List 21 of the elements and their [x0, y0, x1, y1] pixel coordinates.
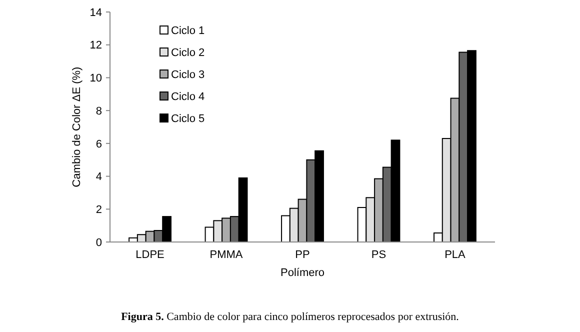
x-axis-title: Polímero	[280, 267, 325, 279]
y-tick-label: 8	[96, 105, 102, 118]
y-tick-label: 2	[96, 204, 102, 216]
y-tick-label: 0	[96, 236, 102, 249]
x-tick-label: PLA	[444, 249, 466, 261]
legend-label: Ciclo 2	[171, 46, 205, 59]
y-tick-label: 12	[90, 40, 102, 52]
y-axis-title: Cambio de Color ΔE (%)	[71, 66, 83, 188]
legend-label: Ciclo 3	[171, 68, 205, 81]
y-tick-label: 10	[90, 72, 102, 85]
x-tick-label: PP	[295, 249, 310, 261]
x-tick-label: PS	[371, 249, 386, 261]
text: Figura 5. Cambio de color para cinco polímeros reprocesados por extrusión.	[121, 311, 460, 323]
x-tick-label: PMMA	[210, 249, 244, 261]
legend-label: Ciclo 4	[171, 90, 205, 103]
y-tick-label: 6	[96, 138, 102, 150]
y-tick-label: 4	[96, 171, 102, 184]
legend-label: Ciclo 5	[171, 112, 205, 125]
legend-label: Ciclo 1	[171, 24, 205, 37]
x-tick-label: LDPE	[136, 249, 164, 261]
y-tick-label: 14	[90, 6, 102, 19]
